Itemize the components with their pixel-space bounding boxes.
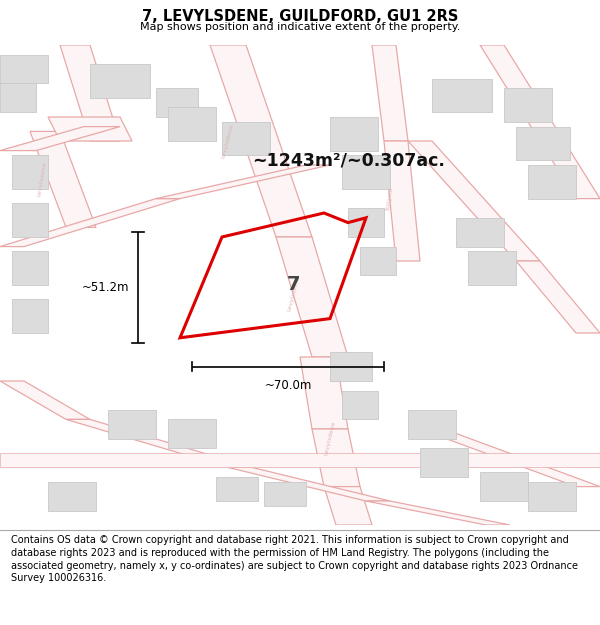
Polygon shape [12, 251, 48, 285]
Polygon shape [348, 208, 384, 237]
Polygon shape [264, 482, 306, 506]
Polygon shape [48, 117, 132, 141]
Polygon shape [384, 141, 420, 261]
Text: Contains OS data © Crown copyright and database right 2021. This information is : Contains OS data © Crown copyright and d… [11, 535, 578, 583]
Polygon shape [0, 453, 600, 468]
Polygon shape [408, 141, 540, 261]
Text: ~70.0m: ~70.0m [265, 379, 311, 392]
Polygon shape [342, 156, 390, 189]
Text: Map shows position and indicative extent of the property.: Map shows position and indicative extent… [140, 22, 460, 32]
Polygon shape [330, 117, 378, 151]
Text: Levylsdene: Levylsdene [323, 421, 337, 456]
Text: 7: 7 [287, 276, 301, 294]
Polygon shape [12, 203, 48, 237]
Polygon shape [528, 165, 576, 199]
Polygon shape [330, 352, 372, 381]
Text: Tollgate: Tollgate [386, 186, 394, 211]
Polygon shape [66, 419, 252, 468]
Text: Levylsdene: Levylsdene [221, 123, 235, 159]
Polygon shape [312, 429, 360, 487]
Polygon shape [342, 391, 378, 419]
Polygon shape [156, 88, 198, 117]
Polygon shape [480, 472, 528, 501]
Text: Levylsdene: Levylsdene [287, 277, 301, 312]
Polygon shape [516, 261, 600, 333]
Polygon shape [0, 381, 90, 419]
Text: ~1243m²/~0.307ac.: ~1243m²/~0.307ac. [252, 151, 445, 169]
Text: 7, LEVYLSDENE, GUILDFORD, GU1 2RS: 7, LEVYLSDENE, GUILDFORD, GU1 2RS [142, 9, 458, 24]
Polygon shape [12, 156, 48, 189]
Polygon shape [90, 64, 150, 98]
Polygon shape [108, 410, 156, 439]
Polygon shape [12, 299, 48, 333]
Polygon shape [366, 501, 510, 525]
Polygon shape [0, 127, 120, 151]
Polygon shape [156, 165, 330, 199]
Polygon shape [60, 45, 120, 141]
Polygon shape [168, 419, 216, 448]
Polygon shape [228, 468, 390, 501]
Polygon shape [216, 477, 258, 501]
Polygon shape [168, 107, 216, 141]
Polygon shape [222, 122, 270, 156]
Text: ~51.2m: ~51.2m [82, 281, 129, 294]
Polygon shape [480, 45, 600, 199]
Polygon shape [360, 247, 396, 276]
Polygon shape [276, 237, 348, 357]
Polygon shape [210, 45, 312, 237]
Polygon shape [372, 45, 408, 141]
Polygon shape [30, 131, 96, 228]
Polygon shape [516, 127, 570, 160]
Polygon shape [468, 251, 516, 285]
Polygon shape [504, 88, 552, 122]
Polygon shape [408, 410, 456, 439]
Polygon shape [324, 487, 372, 525]
Polygon shape [456, 217, 504, 247]
Polygon shape [0, 83, 36, 112]
Text: Levylsdene: Levylsdene [37, 161, 47, 198]
Polygon shape [0, 199, 180, 247]
Polygon shape [48, 482, 96, 511]
Polygon shape [420, 429, 600, 487]
Polygon shape [300, 357, 348, 429]
Polygon shape [432, 79, 492, 112]
Polygon shape [528, 482, 576, 511]
Polygon shape [420, 448, 468, 477]
Polygon shape [0, 54, 48, 83]
